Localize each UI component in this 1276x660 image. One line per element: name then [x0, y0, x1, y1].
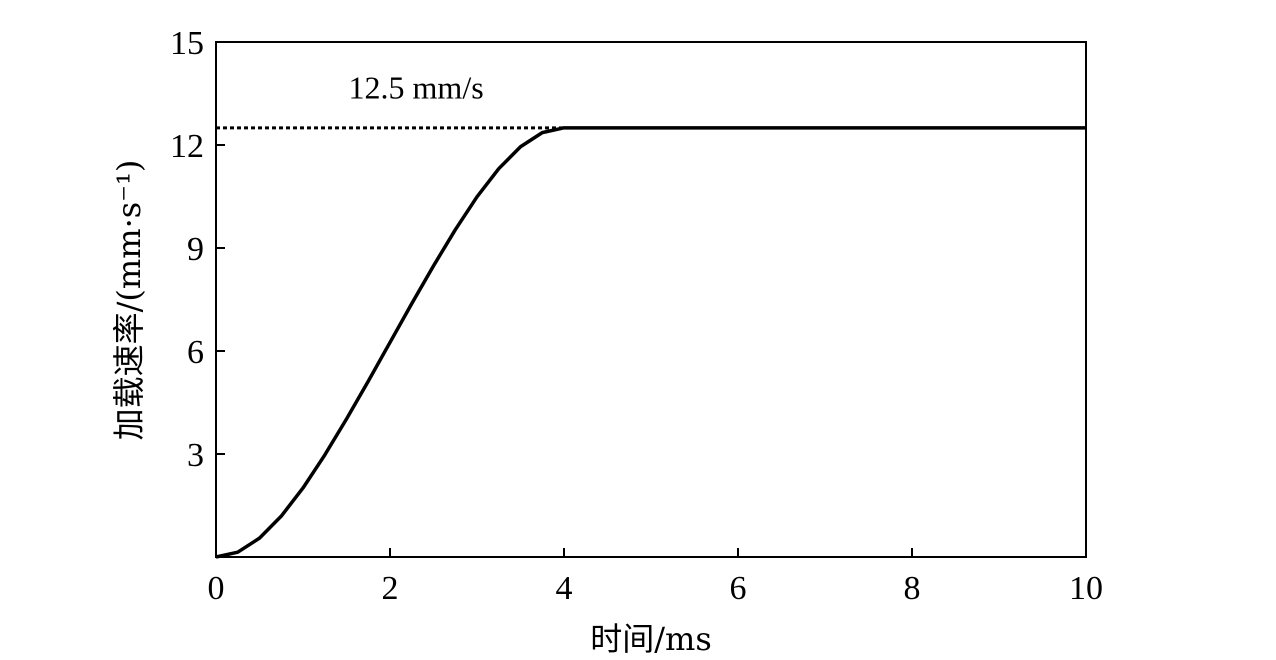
plot-area — [215, 41, 1087, 558]
x-tick-label: 8 — [904, 570, 921, 607]
annotations: 12.5 mm/s — [349, 70, 484, 106]
loading-rate-curve — [215, 126, 1086, 559]
x-tick-label: 4 — [556, 570, 573, 607]
y-tick-label: 3 — [187, 437, 204, 474]
x-axis-title: 时间/ms — [590, 620, 712, 658]
plot-frame — [215, 41, 1087, 558]
y-tick-label: 6 — [187, 334, 204, 371]
annotation-label: 12.5 mm/s — [349, 70, 484, 106]
x-tick-label: 2 — [382, 570, 399, 607]
x-axis-ticks: 0 2 4 6 8 10 — [208, 548, 1103, 607]
y-axis-ticks: 3 6 9 12 15 — [170, 25, 225, 474]
y-tick-label: 12 — [170, 128, 204, 165]
x-tick-label: 10 — [1069, 570, 1103, 607]
x-tick-label: 6 — [730, 570, 747, 607]
y-tick-label: 9 — [187, 231, 204, 268]
series-layer — [215, 126, 1086, 559]
x-tick-label: 0 — [208, 570, 225, 607]
y-axis-title: 加载速率/(mm·s⁻¹) — [110, 160, 148, 441]
y-tick-label: 15 — [170, 25, 204, 62]
